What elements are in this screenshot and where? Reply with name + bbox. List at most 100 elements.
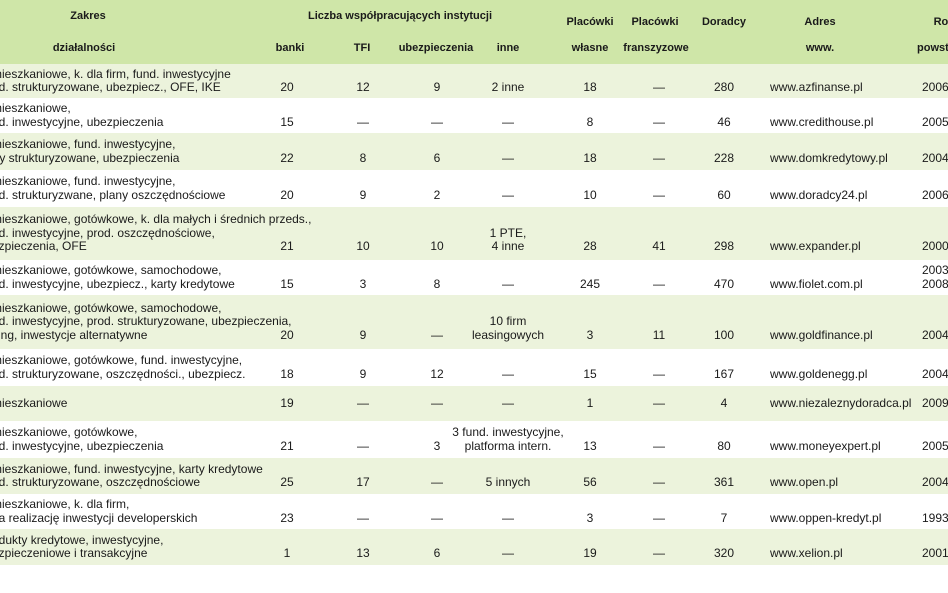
cell-adres-link[interactable]: www.xelion.pl [770, 546, 843, 560]
cell-tfi: — [357, 395, 369, 410]
zakres-line: ezpieczeniowe i transakcyjne [0, 546, 148, 560]
cell-zakres: mieszkaniowe, gotówkowe, fund. inwestycy… [0, 353, 322, 381]
table-header: Zakres działalności Liczba współpracując… [0, 0, 948, 64]
cell-banki: 15 [280, 114, 294, 129]
cell-adres-link[interactable]: www.moneyexpert.pl [770, 438, 881, 453]
cell-banki: 1 [283, 546, 291, 560]
table-body: mieszkaniowe, k. dla firm, fund. inwesty… [0, 64, 948, 565]
zakres-line: mieszkaniowe, [0, 101, 71, 115]
cell-doradcy: 228 [713, 150, 735, 165]
cell-banki: 18 [280, 366, 294, 381]
cell-franszyzowe: — [653, 395, 665, 410]
cell-adres-link[interactable]: www.oppen-kredyt.pl [770, 510, 882, 525]
header-placowki-wlasne-2: własne [571, 42, 609, 54]
zakres-line: mieszkaniowe, gotówkowe, [0, 425, 138, 439]
cell-zakres: mieszkaniowe, gotówkowe, k. dla małych i… [0, 213, 322, 254]
header-doradcy: Doradcy [701, 16, 747, 28]
table-row: mieszkaniowe, k. dla firm, na realizację … [0, 494, 948, 529]
inne-line: — [502, 510, 514, 525]
cell-adres-link[interactable]: www.goldfinance.pl [770, 327, 873, 342]
table-row: mieszkaniowe, fund. inwestycyjne, od. str… [0, 170, 948, 207]
cell-doradcy: 60 [717, 187, 731, 202]
header-placowki-franszyzowe-2: franszyzowe [623, 42, 689, 54]
zakres-line: mieszkaniowe, fund. inwestycyjne, [0, 174, 176, 188]
rok-line: 2009 [922, 395, 948, 410]
cell-tfi: 12 [356, 80, 370, 94]
zakres-line: nd. inwestycyjne, prod. strukturyzowane,… [0, 314, 292, 329]
cell-zakres: mieszkaniowe, fund. inwestycyjne, rty str… [0, 137, 322, 165]
cell-zakres: odukty kredytowe, inwestycyjne, ezpieczen… [0, 533, 322, 561]
cell-zakres: mieszkaniowe,nd. inwestycyjne, ubezpiecz… [0, 101, 322, 129]
inne-line: platforma intern. [464, 438, 552, 453]
cell-banki: 22 [280, 150, 294, 165]
zakres-line: rty strukturyzowane, ubezpieczenia [0, 150, 180, 165]
cell-doradcy: 100 [713, 327, 735, 342]
cell-adres-link[interactable]: www.expander.pl [770, 239, 861, 254]
cell-inne: — [502, 187, 514, 203]
cell-rok: 2004 [922, 366, 948, 382]
table-row: mieszkaniowe, gotówkowe, samochodowe, nd.… [0, 260, 948, 295]
cell-rok: 2006 [922, 188, 948, 203]
zakres-line: nd. inwestycyjne, ubezpieczenia [0, 438, 164, 453]
cell-adres-link[interactable]: www.doradcy24.pl [770, 187, 868, 202]
cell-tfi: 3 [359, 276, 367, 291]
inne-line: 1 PTE, [489, 225, 527, 240]
table-row: mieszkaniowe,nd. inwestycyjne, ubezpiecz… [0, 98, 948, 133]
cell-adres-link[interactable]: www.credithouse.pl [770, 114, 874, 129]
inne-line: — [502, 187, 514, 202]
table-row: mieszkaniowe, gotówkowe, nd. inwestycyjne… [0, 421, 948, 458]
table-row: mieszkaniowe, gotówkowe, k. dla małych i… [0, 207, 948, 260]
zakres-line: mieszkaniowe, fund. inwestycyjne, [0, 137, 176, 151]
cell-wlasne: 18 [583, 150, 597, 165]
cell-wlasne: 8 [586, 114, 594, 129]
cell-ubezpieczenia: — [431, 475, 443, 489]
table-row: mieszkaniowe 19 — — 1 — 4 — www.niezaleznydoradc… [0, 386, 948, 421]
cell-ubezpieczenia: — [431, 510, 443, 525]
cell-zakres: mieszkaniowe, k. dla firm, na realizację … [0, 497, 322, 525]
cell-franszyzowe: — [653, 475, 665, 489]
rok-line: 2004 [922, 366, 948, 381]
cell-rok: 2004 [922, 475, 948, 490]
rok-line: 2004 [922, 150, 948, 165]
cell-inne: 2 inne [492, 80, 525, 95]
cell-wlasne: 10 [583, 187, 597, 202]
cell-tfi: 9 [359, 327, 367, 342]
cell-inne: — [502, 115, 514, 130]
cell-rok: 1993 [922, 510, 948, 526]
cell-rok: 2003/2008 [922, 263, 948, 291]
cell-adres-link[interactable]: www.azfinanse.pl [770, 80, 863, 94]
zakres-line: nd. inwestycyjne, ubezpiecz., karty kred… [0, 276, 235, 291]
cell-inne: — [502, 395, 514, 411]
cell-zakres: mieszkaniowe, fund. inwestycyjne, od. str… [0, 174, 322, 202]
cell-wlasne: 245 [579, 276, 601, 291]
inne-line: — [502, 395, 514, 410]
cell-inne: — [502, 546, 514, 561]
cell-tfi: 13 [356, 546, 370, 560]
cell-adres-link[interactable]: www.domkredytowy.pl [770, 150, 888, 165]
zakres-line: mieszkaniowe, k. dla firm, fund. inwesty… [0, 66, 231, 81]
cell-rok: 2009 [922, 395, 948, 411]
cell-banki: 20 [280, 187, 294, 202]
cell-adres-link[interactable]: www.fiolet.com.pl [770, 276, 863, 291]
cell-doradcy: 361 [713, 475, 735, 489]
cell-banki: 23 [280, 510, 294, 525]
cell-adres-link[interactable]: www.niezaleznydoradca.pl [770, 395, 912, 410]
cell-rok: 2006 [922, 80, 948, 95]
zakres-line: mieszkaniowe, gotówkowe, k. dla małych i… [0, 212, 312, 227]
cell-inne: 10 firm leasingowych [472, 315, 544, 342]
inne-line: — [502, 276, 514, 291]
cell-doradcy: 7 [720, 510, 728, 525]
cell-ubezpieczenia: — [431, 114, 443, 129]
cell-banki: 25 [280, 475, 294, 489]
cell-franszyzowe: — [653, 546, 665, 560]
cell-doradcy: 470 [713, 276, 735, 291]
table-row: mieszkaniowe, gotówkowe, samochodowe, nd.… [0, 295, 948, 349]
cell-adres-link[interactable]: www.open.pl [770, 475, 839, 489]
rok-line: 1993 [922, 510, 948, 525]
cell-rok: 2005 [922, 439, 948, 454]
header-zakres: Zakres [70, 10, 106, 22]
cell-inne: 5 innych [486, 475, 531, 490]
cell-adres-link[interactable]: www.goldenegg.pl [770, 366, 868, 381]
header-adres-1: Adres [804, 16, 836, 28]
header-placowki-wlasne-1: Placówki [566, 16, 614, 28]
